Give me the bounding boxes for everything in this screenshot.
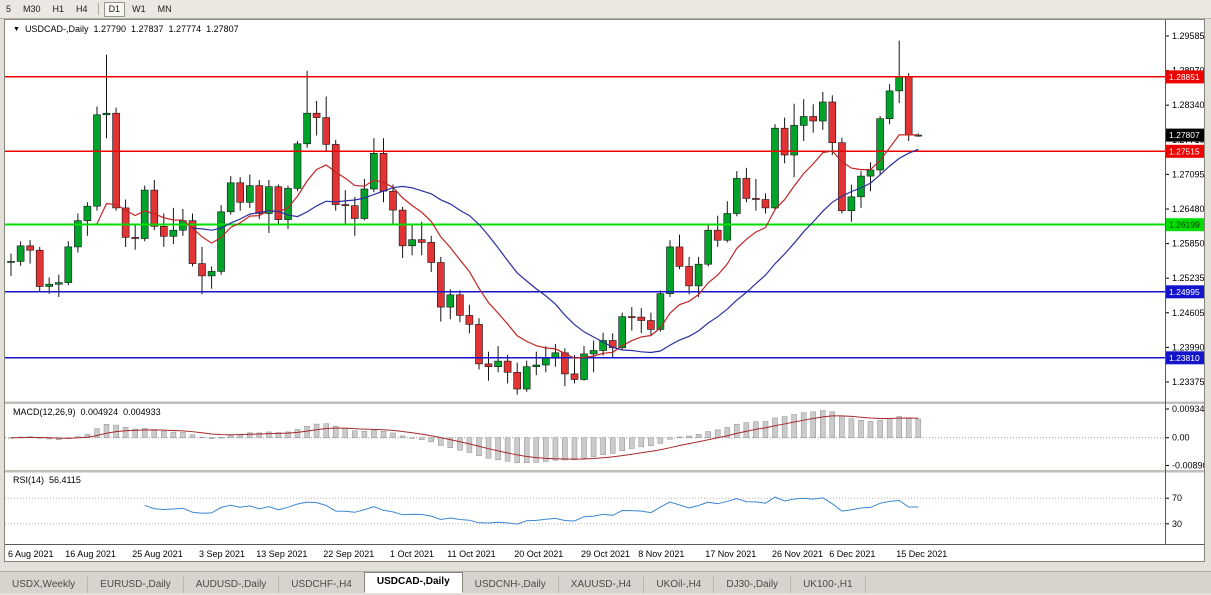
svg-text:1.23375: 1.23375 xyxy=(1172,377,1204,387)
svg-text:1.27515: 1.27515 xyxy=(1169,146,1200,156)
svg-text:15 Dec 2021: 15 Dec 2021 xyxy=(896,549,947,559)
svg-text:20 Oct 2021: 20 Oct 2021 xyxy=(514,549,563,559)
timeframe-toolbar: 5 M30 H1 H4 D1 W1 MN xyxy=(0,0,1211,19)
svg-text:22 Sep 2021: 22 Sep 2021 xyxy=(323,549,374,559)
svg-text:1.25235: 1.25235 xyxy=(1172,273,1204,283)
tab-uk100-h1[interactable]: UK100-,H1 xyxy=(791,577,866,593)
timeframe-button-mn[interactable]: MN xyxy=(157,3,172,14)
svg-text:1.24605: 1.24605 xyxy=(1172,308,1204,318)
svg-text:6 Aug 2021: 6 Aug 2021 xyxy=(8,549,54,559)
svg-text:26 Nov 2021: 26 Nov 2021 xyxy=(772,549,823,559)
tab-usdcnh-daily[interactable]: USDCNH-,Daily xyxy=(463,577,559,593)
svg-text:-0.008902: -0.008902 xyxy=(1172,461,1204,471)
svg-text:30: 30 xyxy=(1172,519,1182,529)
svg-text:29 Oct 2021: 29 Oct 2021 xyxy=(581,549,630,559)
candlestick-chart[interactable]: 1.295851.289701.283401.277101.270951.264… xyxy=(5,20,1204,561)
svg-text:1.23810: 1.23810 xyxy=(1169,353,1200,363)
svg-text:13 Sep 2021: 13 Sep 2021 xyxy=(256,549,307,559)
tab-audusd-daily[interactable]: AUDUSD-,Daily xyxy=(184,577,280,593)
svg-text:1.28340: 1.28340 xyxy=(1172,100,1204,110)
tab-usdcad-daily[interactable]: USDCAD-,Daily xyxy=(363,572,463,593)
timeframe-button-m5[interactable]: 5 xyxy=(6,3,12,14)
timeframe-button-m30[interactable]: M30 xyxy=(23,3,41,14)
svg-text:1.26480: 1.26480 xyxy=(1172,204,1204,214)
svg-text:1.26199: 1.26199 xyxy=(1169,220,1200,230)
tab-usdx-weekly[interactable]: USDX,Weekly xyxy=(0,577,89,593)
svg-text:70: 70 xyxy=(1172,493,1182,503)
tab-xauusd-h4[interactable]: XAUUSD-,H4 xyxy=(559,577,645,593)
svg-text:1.27095: 1.27095 xyxy=(1172,169,1204,179)
timeframe-button-h1[interactable]: H1 xyxy=(52,3,65,14)
svg-text:3 Sep 2021: 3 Sep 2021 xyxy=(199,549,245,559)
timeframe-button-w1[interactable]: W1 xyxy=(132,3,146,14)
svg-text:1.28851: 1.28851 xyxy=(1169,72,1200,82)
svg-text:1.25850: 1.25850 xyxy=(1172,239,1204,249)
svg-text:1.23990: 1.23990 xyxy=(1172,342,1204,352)
svg-text:1.29585: 1.29585 xyxy=(1172,31,1204,41)
svg-text:8 Nov 2021: 8 Nov 2021 xyxy=(638,549,684,559)
toolbar-separator xyxy=(97,3,99,15)
tab-dj30-daily[interactable]: DJ30-,Daily xyxy=(714,577,792,593)
svg-text:1.24995: 1.24995 xyxy=(1169,287,1200,297)
timeframe-button-h4[interactable]: H4 xyxy=(76,3,88,14)
svg-text:17 Nov 2021: 17 Nov 2021 xyxy=(705,549,756,559)
tab-eurusd-daily[interactable]: EURUSD-,Daily xyxy=(88,577,184,593)
tab-usdchf-h4[interactable]: USDCHF-,H4 xyxy=(279,577,365,593)
svg-text:6 Dec 2021: 6 Dec 2021 xyxy=(829,549,875,559)
timeframe-button-d1[interactable]: D1 xyxy=(103,1,126,17)
svg-text:0.00: 0.00 xyxy=(1172,433,1190,443)
svg-text:1.27807: 1.27807 xyxy=(1169,130,1200,140)
svg-text:0.009345: 0.009345 xyxy=(1172,404,1204,414)
svg-text:25 Aug 2021: 25 Aug 2021 xyxy=(132,549,183,559)
svg-text:1 Oct 2021: 1 Oct 2021 xyxy=(390,549,434,559)
svg-text:16 Aug 2021: 16 Aug 2021 xyxy=(65,549,116,559)
chart-area[interactable]: 1.295851.289701.283401.277101.270951.264… xyxy=(4,19,1205,562)
tab-ukoil-h4[interactable]: UKOil-,H4 xyxy=(644,577,715,593)
svg-text:11 Oct 2021: 11 Oct 2021 xyxy=(447,549,495,559)
chart-tabs: USDX,Weekly EURUSD-,Daily AUDUSD-,Daily … xyxy=(0,571,1211,593)
